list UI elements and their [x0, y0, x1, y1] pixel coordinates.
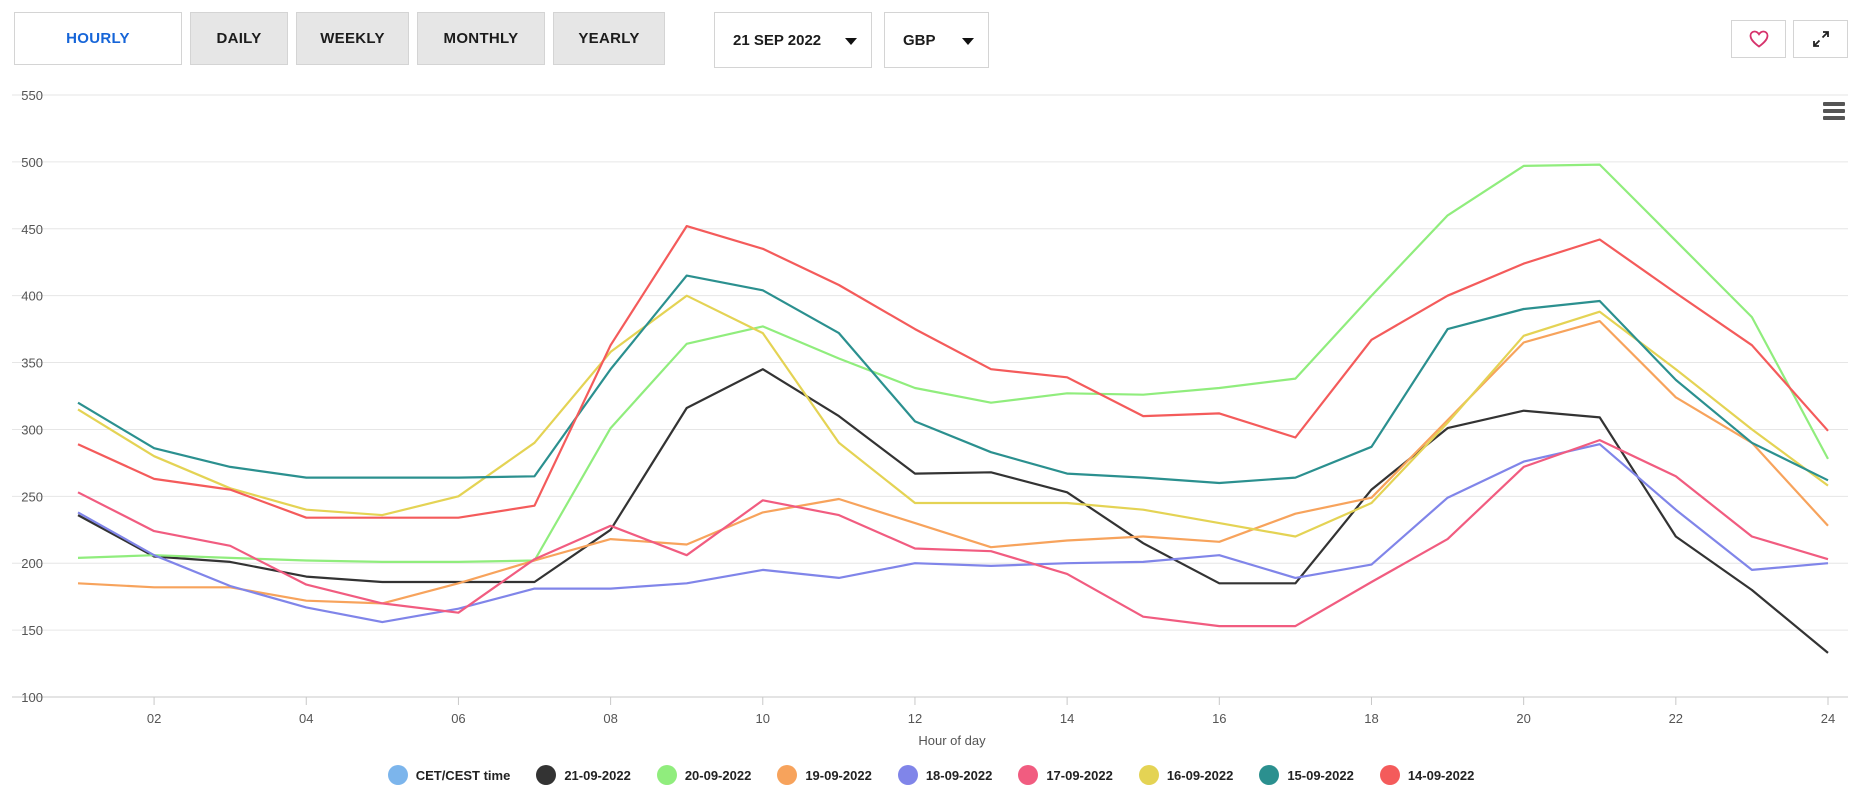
tab-weekly[interactable]: WEEKLY — [296, 12, 409, 65]
y-tick-label: 550 — [21, 88, 43, 103]
legend-item[interactable]: CET/CEST time — [387, 765, 511, 785]
tab-monthly[interactable]: MONTHLY — [417, 12, 545, 65]
y-axis-ticks: 100 150 200 250 300 350 400 450 500 550 — [21, 88, 43, 705]
y-tick-label: 450 — [21, 222, 43, 237]
heart-icon — [1749, 30, 1768, 48]
legend-label: 16-09-2022 — [1166, 767, 1234, 783]
date-select-value: 21 SEP 2022 — [733, 31, 822, 49]
chart-series — [77, 163, 1829, 654]
x-tick-label: 18 — [1364, 711, 1378, 726]
x-axis-ticks: 02 04 06 08 10 12 14 16 18 20 22 24 — [147, 697, 1835, 726]
x-tick-label: 14 — [1060, 711, 1074, 726]
legend-swatch — [387, 765, 408, 785]
x-tick-label: 16 — [1212, 711, 1226, 726]
date-select[interactable]: 21 SEP 2022 — [714, 12, 872, 68]
x-axis-label: Hour of day — [918, 733, 986, 748]
expand-button[interactable] — [1793, 20, 1848, 58]
menu-icon — [1823, 102, 1845, 106]
y-tick-label: 300 — [21, 422, 43, 437]
y-tick-label: 100 — [21, 690, 43, 705]
y-tick-label: 400 — [21, 289, 43, 304]
x-tick-label: 04 — [299, 711, 313, 726]
chart-grid — [12, 94, 1848, 698]
legend-label: 21-09-2022 — [564, 767, 631, 783]
y-tick-label: 200 — [21, 556, 43, 571]
x-tick-label: 22 — [1669, 711, 1683, 726]
legend-label: 19-09-2022 — [805, 767, 872, 783]
y-tick-label: 250 — [21, 489, 43, 504]
currency-select[interactable]: GBP — [884, 12, 989, 68]
legend-item[interactable]: 17-09-2022 — [1018, 765, 1113, 785]
legend-label: 15-09-2022 — [1287, 767, 1354, 783]
legend-swatch — [897, 765, 918, 785]
series-line-20-09-2022[interactable] — [77, 163, 1829, 563]
legend-label: 14-09-2022 — [1407, 767, 1475, 783]
series-line-17-09-2022[interactable] — [77, 439, 1829, 628]
caret-down-icon — [962, 38, 974, 45]
y-tick-label: 350 — [21, 356, 43, 371]
legend-swatch — [536, 765, 557, 785]
x-tick-label: 10 — [756, 711, 770, 726]
legend-item[interactable]: 18-09-2022 — [897, 765, 993, 785]
legend-label: 20-09-2022 — [684, 767, 752, 783]
tab-yearly[interactable]: YEARLY — [553, 12, 665, 65]
series-line-16-09-2022[interactable] — [77, 294, 1829, 538]
series-line-15-09-2022[interactable] — [77, 274, 1829, 485]
y-tick-label: 500 — [21, 155, 43, 170]
series-line-18-09-2022[interactable] — [77, 443, 1829, 624]
series-line-14-09-2022[interactable] — [77, 225, 1829, 519]
legend-swatch — [1138, 765, 1159, 785]
legend-label: 17-09-2022 — [1046, 767, 1113, 783]
legend-item[interactable]: 20-09-2022 — [656, 765, 752, 785]
expand-icon — [1812, 31, 1829, 47]
x-tick-label: 02 — [147, 711, 161, 726]
legend-item[interactable]: 15-09-2022 — [1259, 765, 1354, 785]
chart-legend: CET/CEST time 21-09-2022 20-09-2022 19-09-2… — [0, 765, 1862, 785]
legend-swatch — [777, 765, 798, 785]
y-tick-label: 150 — [21, 623, 43, 638]
legend-item[interactable]: 16-09-2022 — [1138, 765, 1234, 785]
x-tick-label: 20 — [1516, 711, 1530, 726]
legend-swatch — [1379, 765, 1400, 785]
series-line-21-09-2022[interactable] — [77, 368, 1829, 654]
legend-label: CET/CEST time — [415, 767, 511, 783]
x-tick-label: 24 — [1821, 711, 1835, 726]
legend-label: 18-09-2022 — [925, 767, 993, 783]
favorite-button[interactable] — [1731, 20, 1786, 58]
x-tick-label: 06 — [451, 711, 465, 726]
legend-swatch — [1259, 765, 1280, 785]
legend-item[interactable]: 19-09-2022 — [777, 765, 872, 785]
tab-hourly[interactable]: HOURLY — [14, 12, 182, 65]
legend-item[interactable]: 14-09-2022 — [1379, 765, 1475, 785]
legend-swatch — [656, 765, 677, 785]
range-tabs: HOURLY DAILY WEEKLY MONTHLY YEARLY — [14, 12, 665, 65]
x-tick-label: 12 — [908, 711, 922, 726]
caret-down-icon — [845, 38, 857, 45]
price-chart: 100 150 200 250 300 350 400 450 500 550 02 04 06 08 1… — [12, 88, 1848, 748]
currency-select-value: GBP — [903, 31, 936, 49]
x-tick-label: 08 — [603, 711, 617, 726]
legend-swatch — [1018, 765, 1039, 785]
series-line-19-09-2022[interactable] — [77, 320, 1829, 605]
tab-daily[interactable]: DAILY — [190, 12, 288, 65]
chart-menu-button[interactable] — [1823, 102, 1845, 120]
legend-item[interactable]: 21-09-2022 — [536, 765, 631, 785]
